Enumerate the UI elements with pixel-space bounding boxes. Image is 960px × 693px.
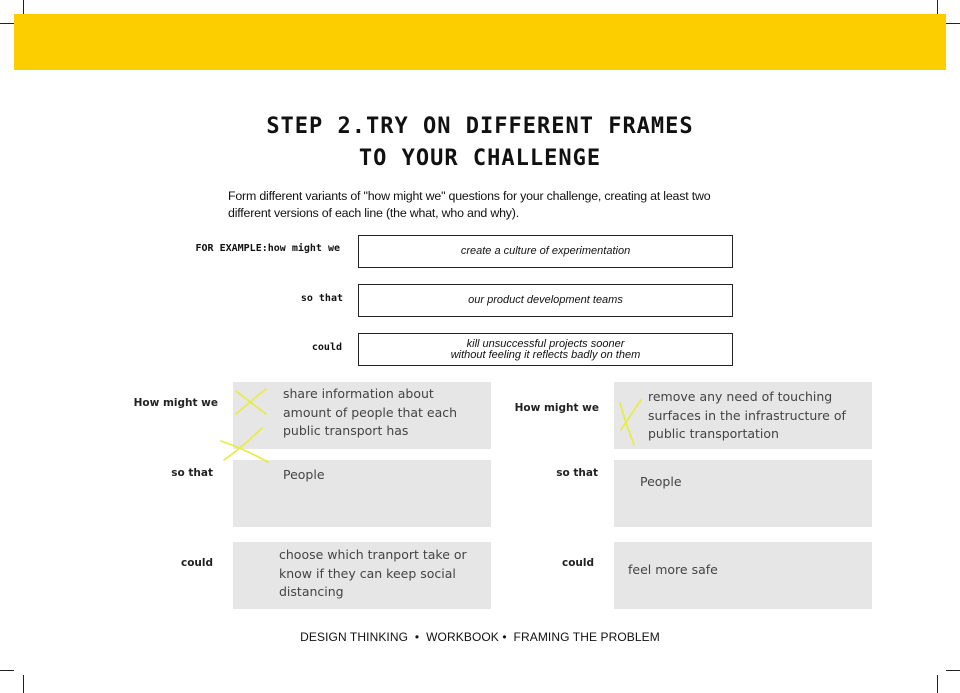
crop-mark-bottom-left-v <box>23 675 24 693</box>
crop-mark-top-right-h <box>946 23 960 24</box>
header-banner <box>14 14 946 70</box>
highlighter-cross-right <box>619 399 642 446</box>
left-so-that-box: People <box>233 460 491 527</box>
page-footer: DESIGN THINKING • WORKBOOK • FRAMING THE… <box>300 630 660 644</box>
right-so-that-text: People <box>640 474 682 489</box>
right-hmw-text: remove any need of touching surfaces in … <box>648 389 846 441</box>
right-could-text: feel more safe <box>628 562 718 577</box>
left-could-label: could <box>180 557 213 569</box>
page-title-line-2: TO YOUR CHALLENGE <box>358 146 602 171</box>
left-could-text: choose which tranport take or know if th… <box>279 547 467 599</box>
intro-paragraph: Form different variants of "how might we… <box>228 189 711 220</box>
right-so-that-label: so that <box>556 467 598 479</box>
example-so-that-text: our product development teams <box>468 294 623 306</box>
left-could-box: choose which tranport take or know if th… <box>233 542 491 609</box>
page-title-line-1: STEP 2.TRY ON DIFFERENT FRAMES <box>266 114 694 139</box>
example-so-that-label: so that <box>300 293 343 304</box>
right-hmw-box: remove any need of touching surfaces in … <box>614 382 872 449</box>
crop-mark-top-right-v <box>937 0 938 18</box>
example-could-box: kill unsuccessful projects sooner withou… <box>358 333 733 366</box>
example-hmw-label: FOR EXAMPLE:how might we <box>195 243 341 254</box>
highlighter-cross-left-bottom <box>220 427 269 463</box>
crop-mark-top-left-v <box>23 0 24 18</box>
example-could-label: could <box>311 342 342 353</box>
example-could-text-line-1: kill unsuccessful projects sooner <box>466 337 625 350</box>
example-so-that-box: our product development teams <box>358 284 733 317</box>
right-could-label: could <box>561 557 594 569</box>
example-could-text-line-2: without feeling it reflects badly on the… <box>450 348 641 361</box>
left-hmw-label: How might we <box>133 397 218 409</box>
right-hmw-label: How might we <box>514 402 599 414</box>
example-hmw-box: create a culture of experimentation <box>358 235 733 268</box>
example-hmw-text: create a culture of experimentation <box>460 245 631 257</box>
left-hmw-text: share information about amount of people… <box>283 386 458 438</box>
left-so-that-label: so that <box>171 467 213 479</box>
right-so-that-box: People <box>614 460 872 527</box>
crop-mark-bottom-right-v <box>937 675 938 693</box>
crop-mark-bottom-left-h <box>0 670 14 671</box>
left-hmw-box: share information about amount of people… <box>233 382 491 449</box>
left-so-that-text: People <box>283 467 325 482</box>
highlighter-cross-left-top <box>235 388 267 415</box>
crop-mark-bottom-right-h <box>946 670 960 671</box>
right-could-box: feel more safe <box>614 542 872 609</box>
crop-mark-top-left-h <box>0 23 14 24</box>
